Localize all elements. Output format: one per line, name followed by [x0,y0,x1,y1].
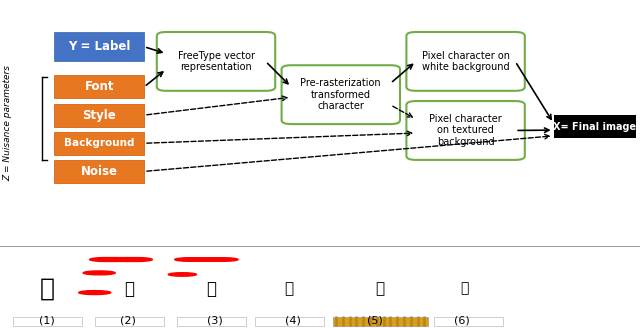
Circle shape [99,257,131,261]
Bar [434,317,503,326]
Bar [54,32,144,61]
Circle shape [193,258,221,261]
Text: Pixel character on
white background: Pixel character on white background [422,51,509,72]
Circle shape [183,258,211,261]
Bar [255,317,324,326]
Text: Font: Font [84,80,114,93]
Text: ፆ: ፆ [124,280,134,297]
Bar [54,75,144,98]
Circle shape [120,257,152,261]
Text: Pixel character
on textured
background: Pixel character on textured background [429,114,502,147]
Bar [95,317,164,326]
Text: (4): (4) [285,316,301,326]
Text: ፆ: ፆ [376,281,385,296]
Circle shape [202,258,230,261]
Text: Pre-rasterization
transformed
character: Pre-rasterization transformed character [301,78,381,111]
Text: (5): (5) [367,316,382,326]
Text: (2): (2) [120,316,136,326]
Bar [554,115,636,138]
Text: FreeType vector
representation: FreeType vector representation [177,51,255,72]
Text: Style: Style [83,109,116,122]
FancyBboxPatch shape [157,32,275,91]
Text: Z = Nuisance parameters: Z = Nuisance parameters [3,65,12,181]
Bar [13,317,82,326]
Circle shape [168,273,196,276]
Circle shape [175,258,203,261]
Circle shape [79,291,111,295]
Circle shape [210,258,238,261]
Bar [54,104,144,127]
Text: (6): (6) [454,316,470,326]
FancyBboxPatch shape [406,32,525,91]
Bar [54,160,144,183]
FancyBboxPatch shape [282,65,400,124]
Text: ፆ: ፆ [40,277,55,301]
Circle shape [90,257,122,261]
Text: ፆ: ፆ [460,282,469,296]
Bar [54,132,144,155]
Text: Y = Label: Y = Label [68,40,131,53]
Circle shape [83,271,115,275]
Bar [177,317,246,326]
Text: (1): (1) [39,316,54,326]
Text: ፆ: ፆ [285,281,294,296]
FancyBboxPatch shape [406,101,525,160]
Circle shape [111,257,143,261]
Bar [333,317,428,326]
Text: Noise: Noise [81,165,118,178]
Text: ፆ: ፆ [206,280,216,297]
Text: Background: Background [64,138,134,148]
Text: (3): (3) [207,316,223,326]
Text: X= Final image: X= Final image [553,122,636,132]
